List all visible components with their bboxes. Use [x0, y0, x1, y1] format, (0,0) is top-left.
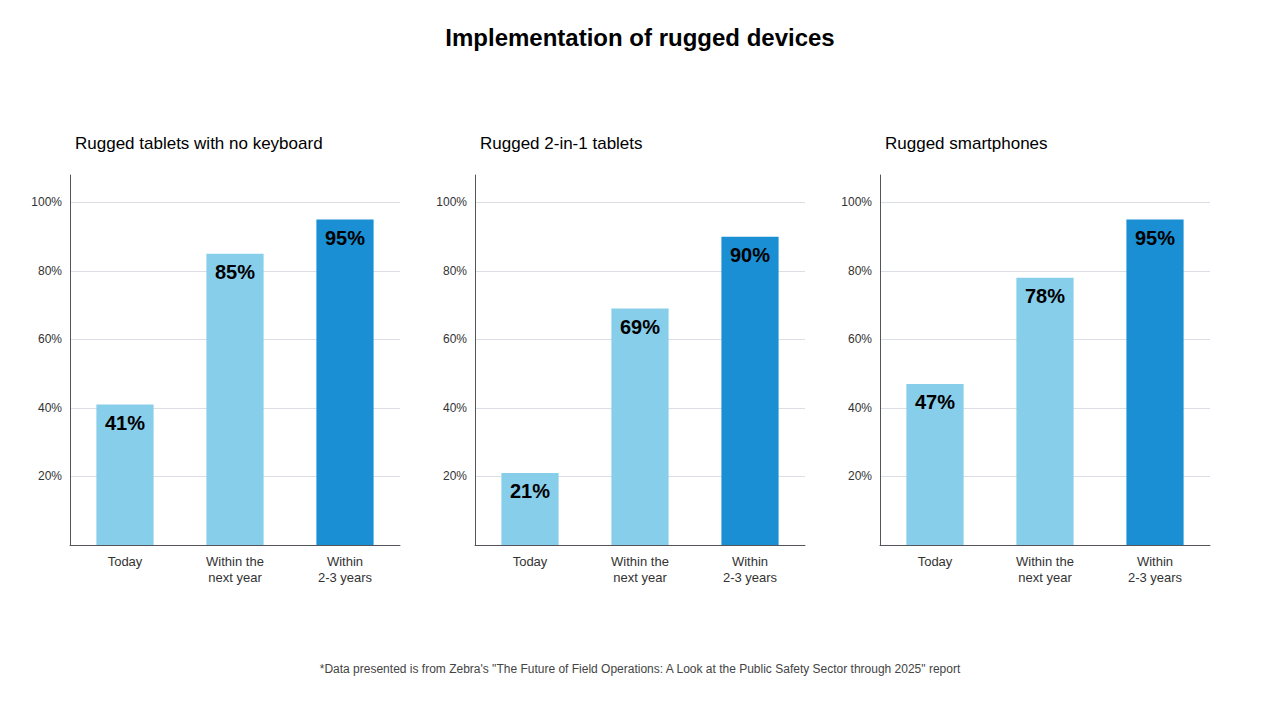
svg-text:80%: 80% — [848, 264, 872, 278]
svg-text:60%: 60% — [848, 332, 872, 346]
svg-text:60%: 60% — [38, 332, 62, 346]
svg-text:41%: 41% — [105, 412, 145, 434]
svg-text:2-3 years: 2-3 years — [723, 570, 778, 585]
svg-text:40%: 40% — [38, 401, 62, 415]
svg-text:Within the: Within the — [206, 554, 264, 569]
svg-text:40%: 40% — [443, 401, 467, 415]
svg-text:Today: Today — [108, 554, 143, 569]
svg-text:Rugged smartphones: Rugged smartphones — [885, 134, 1048, 153]
svg-text:100%: 100% — [436, 195, 467, 209]
svg-text:next year: next year — [613, 570, 667, 585]
svg-text:69%: 69% — [620, 316, 660, 338]
svg-text:40%: 40% — [848, 401, 872, 415]
svg-text:Implementation of rugged devic: Implementation of rugged devices — [445, 24, 834, 51]
svg-text:Rugged tablets with no keyboar: Rugged tablets with no keyboard — [75, 134, 323, 153]
svg-text:95%: 95% — [1135, 227, 1175, 249]
svg-text:80%: 80% — [38, 264, 62, 278]
svg-text:Within: Within — [327, 554, 363, 569]
svg-text:21%: 21% — [510, 480, 550, 502]
svg-text:95%: 95% — [325, 227, 365, 249]
svg-text:90%: 90% — [730, 244, 770, 266]
svg-text:Today: Today — [918, 554, 953, 569]
svg-text:20%: 20% — [443, 469, 467, 483]
svg-text:47%: 47% — [915, 391, 955, 413]
svg-text:next year: next year — [1018, 570, 1072, 585]
svg-text:next year: next year — [208, 570, 262, 585]
svg-text:Within: Within — [732, 554, 768, 569]
svg-text:Rugged 2-in-1 tablets: Rugged 2-in-1 tablets — [480, 134, 643, 153]
svg-text:Within the: Within the — [611, 554, 669, 569]
svg-text:20%: 20% — [848, 469, 872, 483]
svg-text:80%: 80% — [443, 264, 467, 278]
svg-text:Within the: Within the — [1016, 554, 1074, 569]
svg-text:*Data presented is from Zebra': *Data presented is from Zebra's "The Fut… — [320, 662, 961, 676]
svg-text:2-3 years: 2-3 years — [318, 570, 373, 585]
svg-text:78%: 78% — [1025, 285, 1065, 307]
svg-text:Today: Today — [513, 554, 548, 569]
svg-text:20%: 20% — [38, 469, 62, 483]
svg-text:2-3 years: 2-3 years — [1128, 570, 1183, 585]
svg-text:85%: 85% — [215, 261, 255, 283]
svg-text:100%: 100% — [841, 195, 872, 209]
svg-text:60%: 60% — [443, 332, 467, 346]
svg-text:100%: 100% — [31, 195, 62, 209]
svg-text:Within: Within — [1137, 554, 1173, 569]
